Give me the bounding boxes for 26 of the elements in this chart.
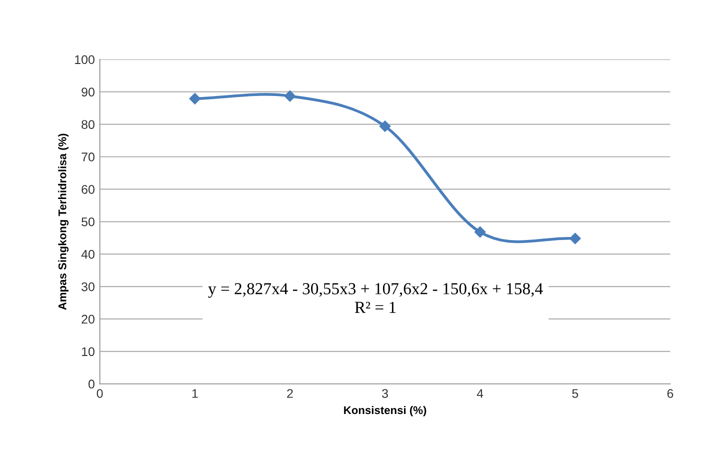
annotation: y = 2,827x4 - 30,55x3 + 107,6x2 - 150,6x + 158,4 R² = 1: [208, 283, 543, 313]
x-tick-label: 5: [572, 389, 578, 398]
x-tick-label: 4: [476, 389, 484, 398]
y-tick-label: 10: [82, 347, 94, 356]
y-tick-label: 100: [75, 55, 94, 64]
y-tick-label: 20: [82, 314, 94, 324]
y-tick-label: 70: [82, 152, 94, 162]
y-axis-title: Ampas Singkong Terhidrolisa (%): [58, 134, 69, 310]
point: [189, 93, 200, 104]
x-tick-label: 6: [667, 389, 674, 398]
point: [284, 90, 296, 102]
y-tick-label: 60: [82, 185, 94, 194]
point: [570, 232, 581, 244]
x-axis-title: Konsistensi (%): [344, 406, 426, 416]
x-tick-label: 2: [287, 389, 293, 398]
y-tick-label: 30: [82, 282, 94, 292]
x-tick-label: 1: [192, 389, 198, 398]
x-tick-label: 0: [96, 389, 103, 398]
point: [474, 226, 486, 238]
y-tick-label: 80: [82, 120, 94, 129]
y-tick-label: 90: [82, 88, 94, 97]
y-tick-label: 50: [82, 217, 94, 226]
x-tick-label: 3: [382, 389, 388, 398]
y-tick-label: 0: [88, 380, 94, 389]
point: [379, 120, 391, 132]
y-tick-label: 40: [81, 250, 94, 259]
